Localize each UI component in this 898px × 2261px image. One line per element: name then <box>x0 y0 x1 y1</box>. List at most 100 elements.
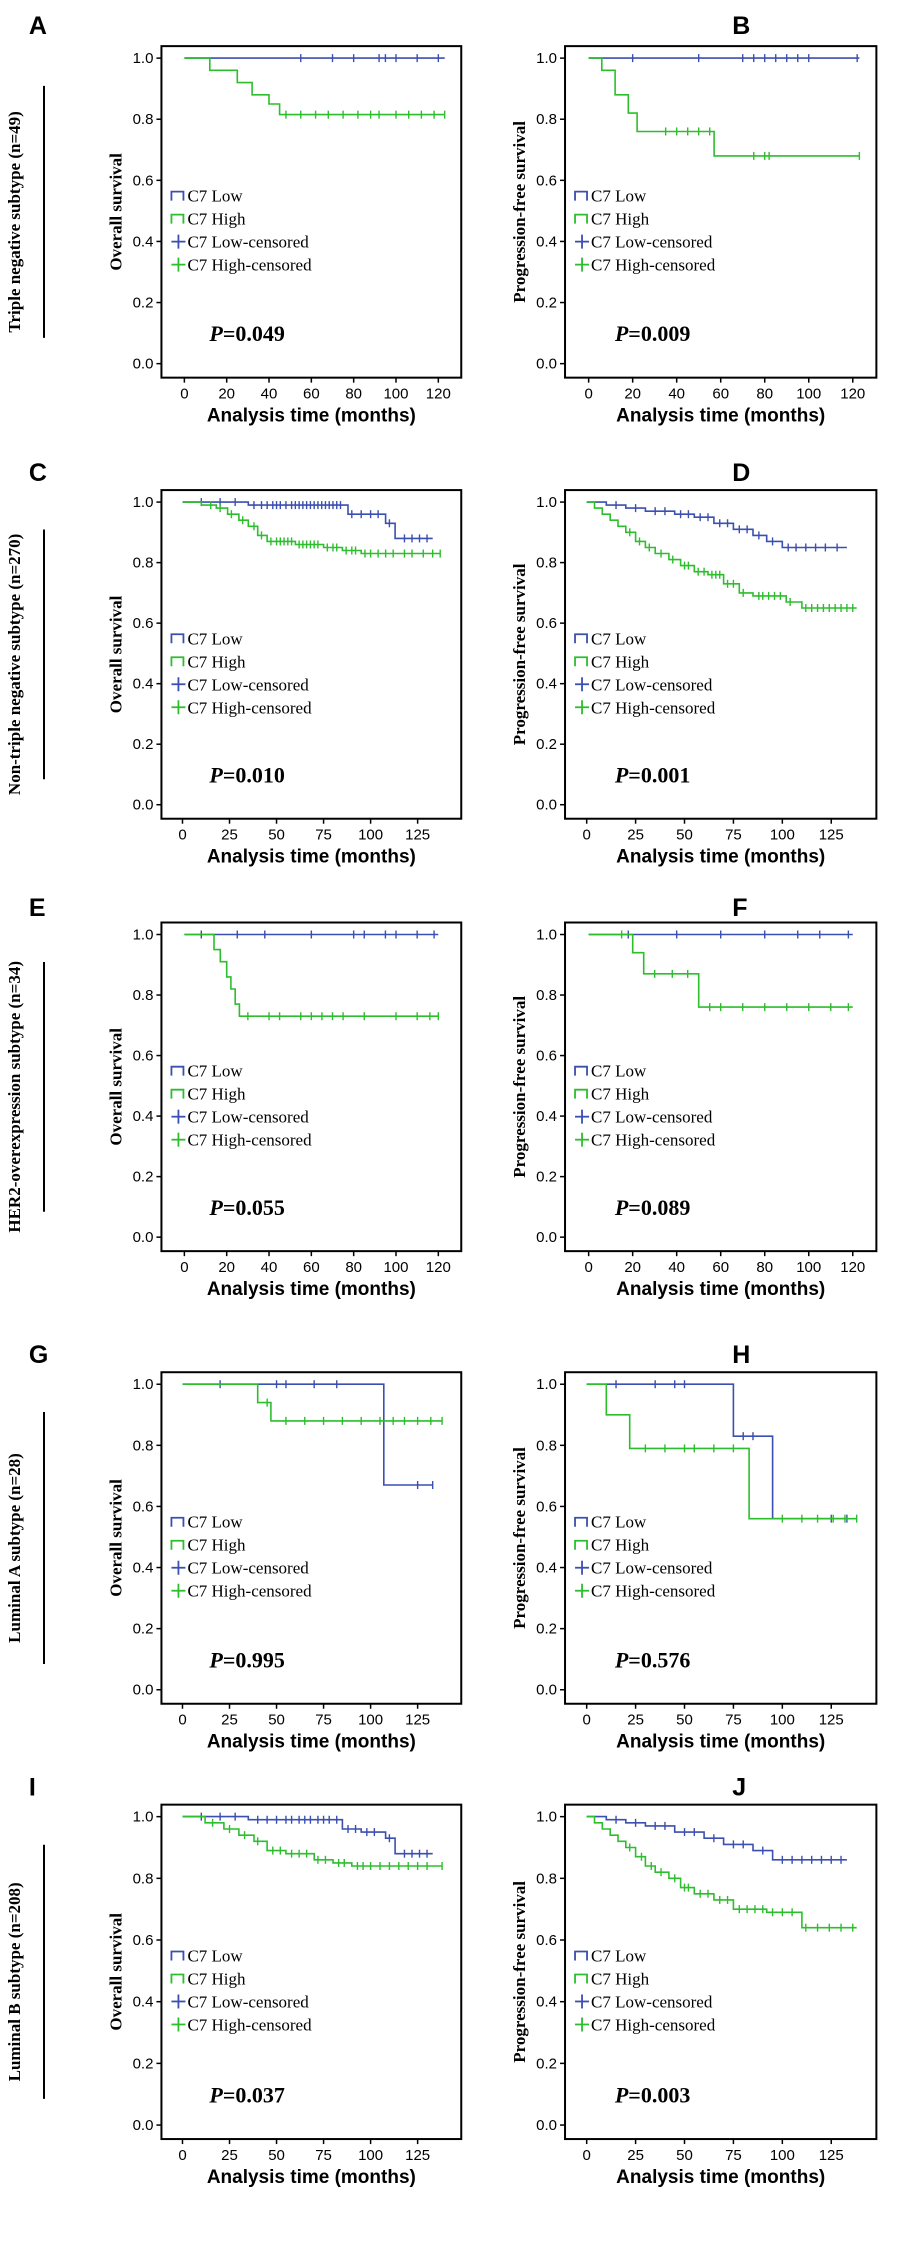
legend-line-symbol <box>574 1539 588 1550</box>
legend-label: C7 High <box>591 652 650 671</box>
panel-letter-g: G <box>29 1341 48 1369</box>
x-tick-label: 125 <box>819 827 844 844</box>
p-symbol: P <box>614 321 629 346</box>
legend-label: C7 High <box>591 210 650 229</box>
y-axis-label: Overall survival <box>106 1479 125 1597</box>
x-tick-label: 75 <box>315 2147 332 2164</box>
x-tick-label: 40 <box>668 1259 685 1276</box>
y-tick-label: 0.2 <box>536 1621 557 1638</box>
low-survival-curve <box>586 501 847 549</box>
legend-label: C7 Low <box>187 1513 243 1532</box>
p-value: P=0.089 <box>614 1195 691 1220</box>
legend-label: C7 High <box>187 1085 246 1104</box>
y-tick-label: 0.8 <box>133 111 154 128</box>
y-tick-label: 0.4 <box>536 233 557 250</box>
p-number: =0.089 <box>628 1195 690 1220</box>
legend-line-symbol <box>170 1973 185 1984</box>
legend-label: C7 Low <box>591 187 647 206</box>
legend-label: C7 Low-censored <box>591 1559 713 1578</box>
y-tick-label: 1.0 <box>133 927 154 944</box>
x-tick-label: 80 <box>756 1259 773 1276</box>
high-survival-curve <box>586 1815 857 1929</box>
x-tick-label: 50 <box>268 1712 285 1729</box>
legend-label: C7 Low <box>591 629 647 648</box>
y-tick-label: 0.6 <box>536 615 557 632</box>
x-tick-label: 100 <box>770 1712 795 1729</box>
p-value: P=0.576 <box>614 1647 691 1672</box>
legend-label: C7 High-censored <box>187 698 312 717</box>
legend-label: C7 Low-censored <box>591 233 713 252</box>
x-tick-label: 125 <box>405 1712 430 1729</box>
legend-line-symbol <box>574 1950 588 1961</box>
x-tick-label: 50 <box>676 2147 693 2164</box>
x-tick-label: 100 <box>358 827 383 844</box>
y-tick-label: 0.4 <box>133 1108 154 1125</box>
y-tick-label: 0.8 <box>536 111 557 128</box>
x-tick-label: 60 <box>712 386 729 403</box>
chart-panel-i: I 0.0 0.2 0.4 0.6 0.8 1.0 0 25 50 75 100 125 Analysis… <box>5 1773 463 2188</box>
x-axis-label: Analysis time (months) <box>616 2167 825 2188</box>
x-tick-label: 75 <box>725 827 742 844</box>
y-tick-label: 0.0 <box>536 1229 557 1246</box>
y-tick-label: 0.6 <box>536 1498 557 1515</box>
x-tick-label: 80 <box>345 1259 362 1276</box>
y-tick-label: 0.0 <box>133 356 154 373</box>
y-tick-label: 1.0 <box>133 494 154 511</box>
legend-label: C7 High-censored <box>187 1131 312 1150</box>
plot-frame <box>160 489 463 820</box>
y-tick-label: 0.0 <box>536 2117 557 2134</box>
y-tick-label: 0.4 <box>133 1994 154 2011</box>
legend-label: C7 Low <box>591 1062 647 1081</box>
p-value: P=0.010 <box>208 763 285 788</box>
y-tick-label: 0.2 <box>133 295 154 312</box>
y-tick-label: 0.8 <box>133 555 154 572</box>
x-axis-label: Analysis time (months) <box>207 406 416 427</box>
high-survival-curve <box>182 1815 443 1867</box>
x-tick-label: 25 <box>221 1712 238 1729</box>
x-tick-label: 25 <box>221 827 238 844</box>
x-axis-label: Analysis time (months) <box>207 1279 416 1300</box>
legend-label: C7 Low-censored <box>591 1992 713 2011</box>
y-axis-label: Progression-free survival <box>510 1881 529 2063</box>
x-axis-label: Analysis time (months) <box>616 1279 825 1300</box>
y-tick-label: 0.4 <box>133 676 154 693</box>
y-tick-label: 0.0 <box>133 1682 154 1699</box>
x-tick-label: 100 <box>358 2147 383 2164</box>
x-tick-label: 50 <box>676 827 693 844</box>
panel-letter-i: I <box>29 1773 36 1801</box>
y-tick-label: 1.0 <box>536 1376 557 1393</box>
p-value: P=0.003 <box>614 2082 691 2107</box>
plot-frame <box>564 1803 878 2141</box>
y-axis-label: Progression-free survival <box>510 563 529 745</box>
y-tick-label: 0.0 <box>536 356 557 373</box>
y-tick-label: 0.0 <box>133 1229 154 1246</box>
x-axis-label: Analysis time (months) <box>207 2167 416 2188</box>
row-label: HER2-overexpression subtype (n=34) <box>5 961 24 1233</box>
y-axis-label: Progression-free survival <box>510 996 529 1178</box>
high-survival-curve <box>182 501 441 555</box>
legend-line-symbol <box>170 213 185 224</box>
y-tick-label: 0.8 <box>133 1437 154 1454</box>
legend-label: C7 High-censored <box>187 1582 312 1601</box>
y-tick-label: 0.2 <box>133 1621 154 1638</box>
high-survival-curve <box>586 1383 857 1520</box>
p-value: P=0.055 <box>208 1195 285 1220</box>
panel-letter-c: C <box>29 459 47 487</box>
p-symbol: P <box>208 1647 223 1672</box>
x-tick-label: 100 <box>796 1259 821 1276</box>
legend-line-symbol <box>574 190 588 201</box>
chart-panel-g: G 0.0 0.2 0.4 0.6 0.8 1.0 0 25 50 75 100 125 Analysis… <box>5 1341 463 1753</box>
y-tick-label: 0.8 <box>536 987 557 1004</box>
y-tick-label: 0.4 <box>536 1994 557 2011</box>
y-tick-label: 0.4 <box>536 1108 557 1125</box>
legend-line-symbol <box>170 1065 185 1076</box>
x-tick-label: 80 <box>345 386 362 403</box>
x-tick-label: 120 <box>840 1259 865 1276</box>
y-tick-label: 0.6 <box>536 1932 557 1949</box>
x-tick-label: 0 <box>583 2147 591 2164</box>
x-tick-label: 125 <box>819 2147 844 2164</box>
chart-panel-a: A 0.0 0.2 0.4 0.6 0.8 1.0 0 20 40 60 80 100 120 Analys… <box>5 12 463 427</box>
low-survival-curve <box>586 1815 847 1861</box>
y-tick-label: 1.0 <box>133 1809 154 1826</box>
chart-panel-b: B 0.0 0.2 0.4 0.6 0.8 1.0 0 20 40 60 80 100 120 Analys… <box>510 12 878 427</box>
